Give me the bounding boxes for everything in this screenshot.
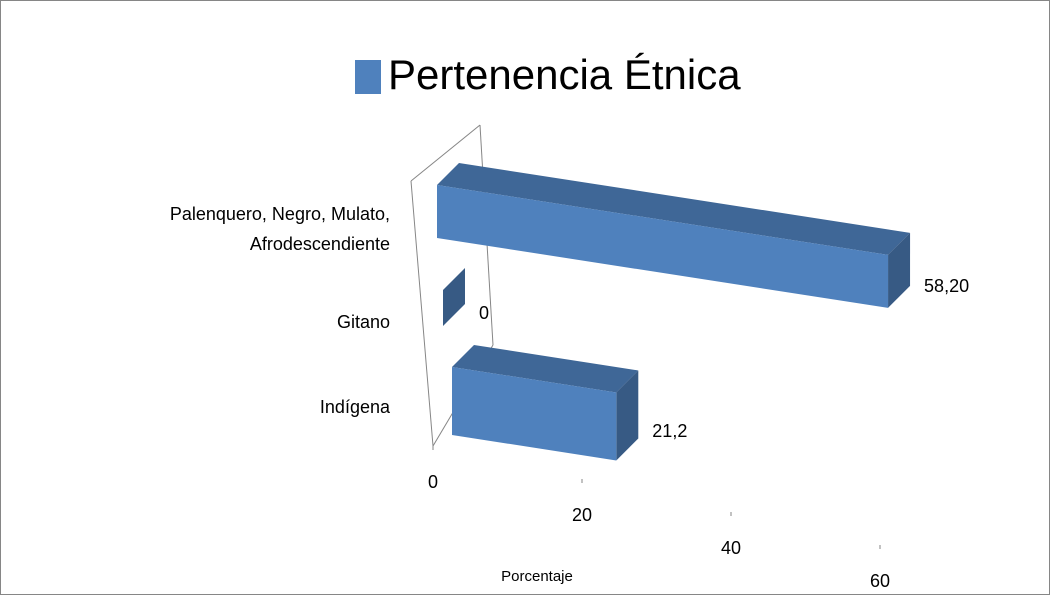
x-tick-label: 40 — [721, 538, 741, 558]
bar-side — [888, 232, 911, 308]
bar-top — [452, 345, 639, 393]
bar-top — [437, 163, 911, 255]
y-tick-label: Gitano — [337, 312, 390, 332]
data-label: 0 — [479, 303, 489, 323]
legend-label: Pertenencia Étnica — [388, 51, 741, 98]
y-tick-label: Palenquero, Negro, Mulato, Afrodescendien… — [170, 204, 390, 254]
x-tick-label: 20 — [572, 505, 592, 525]
bar-side — [443, 268, 465, 326]
x-axis-label: Porcentaje — [501, 568, 573, 585]
y-tick-label: Indígena — [320, 397, 391, 417]
wall-top-edge — [410, 124, 481, 182]
legend-swatch — [355, 60, 381, 94]
x-tick-label: 60 — [870, 571, 890, 591]
data-label: 58,20 — [924, 276, 969, 296]
bar — [452, 367, 617, 461]
data-label: 21,2 — [652, 421, 687, 441]
bar — [437, 185, 889, 308]
x-tick-label: 0 — [428, 472, 438, 492]
bar-side — [616, 370, 639, 461]
wall-left-edge — [410, 180, 434, 447]
